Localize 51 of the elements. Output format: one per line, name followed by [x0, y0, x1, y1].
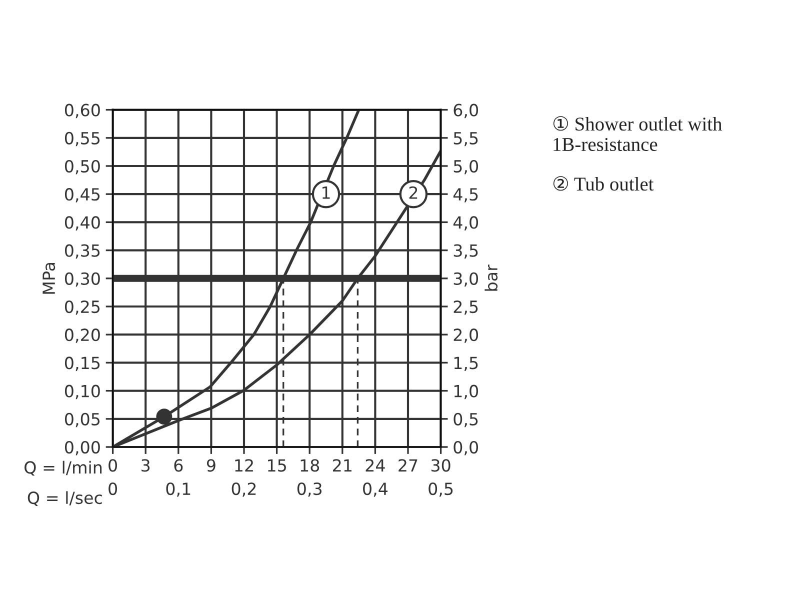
y2-tick-label: 1,5	[454, 356, 478, 371]
y2-tick-label: 0,5	[454, 412, 478, 428]
y-axis-title: MPa	[42, 262, 56, 294]
x-tick-label: 12	[235, 459, 253, 472]
y2-tick-label: 2,0	[454, 328, 478, 343]
y2-tick-label: 6,0	[454, 104, 478, 118]
x-tick-label: 6	[174, 459, 183, 472]
x-tick-label: 24	[366, 459, 385, 472]
x-tick-label: 30	[431, 459, 450, 472]
y2-axis-title: bar	[484, 264, 498, 291]
x-tick-label: 0	[108, 459, 117, 472]
x2-tick-label: 0,5	[428, 482, 453, 497]
y-tick-label: 0,25	[64, 300, 100, 315]
y2-tick-label: 1,0	[454, 384, 478, 400]
y-tick-label: 0,45	[64, 188, 100, 202]
y2-tick-label: 0,0	[454, 440, 478, 456]
y2-tick-label: 4,5	[453, 188, 478, 202]
y2-tick-label: 3,0	[454, 272, 478, 287]
text: ① Shower outlet with 1B-resistance	[553, 116, 722, 152]
y-tick-label: 0,50	[64, 160, 100, 174]
x2-tick-label: 0,3	[297, 482, 322, 497]
y2-tick-label: 2,5	[454, 300, 478, 315]
y2-tick-label: 5,5	[454, 132, 478, 146]
annotation: 1	[322, 186, 330, 199]
y-tick-label: 0,40	[64, 216, 100, 230]
y2-tick-label: 4,0	[453, 216, 478, 230]
y-tick-label: 0,20	[64, 328, 100, 343]
x-tick-label: 15	[268, 459, 286, 472]
y-tick-label: 0,00	[64, 440, 100, 456]
x-tick-label: 9	[206, 459, 216, 472]
y-tick-label: 0,35	[64, 244, 100, 259]
y-tick-label: 0,10	[64, 384, 100, 400]
x-tick-label: 3	[142, 459, 150, 472]
text: ② Tub outlet	[553, 176, 654, 191]
x-axis-title: Q = l/min	[24, 460, 102, 476]
x-tick-label: 18	[300, 459, 320, 472]
x2-tick-label: 0,4	[363, 482, 388, 497]
x2-tick-label: 0,2	[232, 482, 256, 497]
x-tick-label: 21	[333, 459, 352, 472]
y-tick-label: 0,05	[64, 412, 100, 428]
y-tick-label: 0,15	[64, 356, 100, 371]
y-tick-label: 0,55	[64, 132, 100, 146]
y2-tick-label: 5,0	[454, 160, 478, 174]
annotation: 2	[409, 186, 418, 199]
y-tick-label: 0,60	[64, 104, 100, 118]
y-tick-label: 0,30	[64, 272, 100, 287]
x2-tick-label: 0	[108, 482, 117, 496]
x-tick-label: 27	[398, 459, 418, 472]
x2-axis-title: Q = l/sec	[28, 491, 102, 506]
x2-tick-label: 0,1	[166, 482, 190, 497]
y2-tick-label: 3,5	[454, 244, 478, 259]
